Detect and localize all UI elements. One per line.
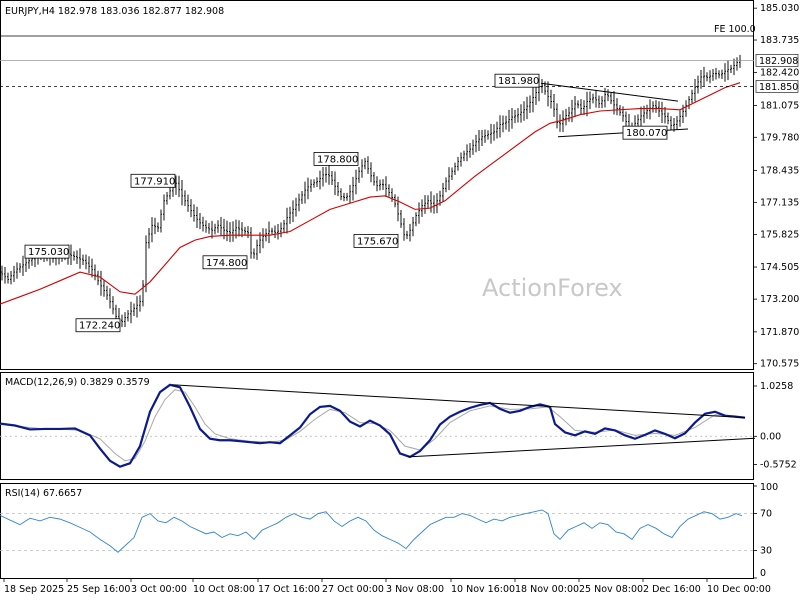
moving-average-line xyxy=(0,82,741,305)
watermark-text: ActionForex xyxy=(482,274,623,302)
macd-signal-line xyxy=(0,389,746,462)
price-y-tick-label: 185.030 xyxy=(760,3,799,14)
price-y-tick-label: 183.735 xyxy=(760,35,799,46)
current-price-tag-box xyxy=(755,54,799,67)
macd-y-tick-label: 1.0258 xyxy=(760,381,793,392)
price-annotation-label: 172.240 xyxy=(79,321,120,332)
price-y-tick-label: 181.075 xyxy=(760,100,799,111)
x-tick-label: 18 Nov 00:00 xyxy=(515,584,579,595)
rsi-y-tick-label: 100 xyxy=(760,482,778,493)
price-panel: FE 100.0 175.030 177.910 172.240 174.800 178.… xyxy=(0,24,756,333)
price-annotation-label: 180.070 xyxy=(626,128,667,139)
x-tick-label: 17 Oct 16:00 xyxy=(258,584,320,595)
price-header: EURJPY,H4 182.978 183.036 182.877 182.90… xyxy=(5,6,224,17)
price-annotation-label: 178.800 xyxy=(317,154,358,165)
price-annotation-box xyxy=(494,73,540,88)
price-annotation-box xyxy=(75,318,121,333)
macd-y-tick-label: -0.5752 xyxy=(760,460,797,471)
support-price-tag-label: 181.850 xyxy=(759,82,798,93)
price-y-tick-label: 171.870 xyxy=(760,327,799,338)
macd-y-tick-label: 0.00 xyxy=(760,431,781,442)
triangle-upper-trendline xyxy=(540,82,679,102)
x-tick-label: 10 Nov 16:00 xyxy=(451,584,515,595)
x-tick-label: 27 Oct 00:00 xyxy=(322,584,384,595)
macd-lower-trendline xyxy=(407,437,756,458)
rsi-panel xyxy=(0,509,754,553)
x-tick-label: 10 Oct 08:00 xyxy=(193,584,255,595)
price-y-tick-label: 175.825 xyxy=(760,230,799,241)
price-annotation-box xyxy=(353,233,399,248)
macd-upper-trendline xyxy=(171,384,746,419)
macd-line xyxy=(0,383,746,468)
price-annotation-label: 175.670 xyxy=(357,236,398,247)
support-price-tag-box xyxy=(755,80,799,93)
price-y-tick-label: 179.780 xyxy=(760,132,799,143)
price-annotation-label: 177.910 xyxy=(134,176,175,187)
price-y-tick-label: 178.435 xyxy=(760,165,799,176)
fe-level-label: FE 100.0 xyxy=(714,24,756,35)
x-tick-label: 25 Nov 08:00 xyxy=(579,584,643,595)
price-y-tick-label: 177.135 xyxy=(760,197,799,208)
rsi-y-tick-label: 0 xyxy=(760,568,766,579)
macd-header: MACD(12,26,9) 0.3829 0.3579 xyxy=(5,377,150,388)
axes: 185.030 183.735 182.420 181.075 179.780 178.4… xyxy=(3,3,799,595)
price-annotation-box xyxy=(202,255,248,270)
x-tick-label: 25 Sep 16:00 xyxy=(67,584,130,595)
price-y-tick-label: 173.200 xyxy=(760,294,799,305)
price-annotation-label: 174.800 xyxy=(206,258,247,269)
rsi-line xyxy=(0,509,743,553)
price-y-tick-label: 182.420 xyxy=(760,67,799,78)
x-tick-label: 2 Dec 16:00 xyxy=(643,584,701,595)
x-tick-label: 10 Dec 00:00 xyxy=(707,584,771,595)
price-panel-frame xyxy=(0,0,754,370)
rsi-panel-frame xyxy=(0,483,754,579)
x-tick-label: 3 Nov 08:00 xyxy=(386,584,444,595)
price-y-tick-label: 170.575 xyxy=(760,359,799,370)
price-annotation-box xyxy=(130,173,176,188)
rsi-y-tick-label: 30 xyxy=(760,545,772,556)
x-tick-label: 3 Oct 00:00 xyxy=(131,584,187,595)
rsi-y-tick-label: 70 xyxy=(760,509,772,520)
price-annotation-box xyxy=(24,244,70,259)
macd-panel-frame xyxy=(0,372,754,480)
price-y-tick-label: 174.505 xyxy=(760,262,799,273)
macd-panel xyxy=(0,383,756,468)
price-annotation-box xyxy=(313,152,359,166)
price-annotation-box xyxy=(622,125,668,140)
current-price-tag-label: 182.908 xyxy=(759,56,798,67)
rsi-header: RSI(14) 67.6657 xyxy=(5,488,82,499)
x-tick-label: 18 Sep 2025 xyxy=(4,584,64,595)
price-annotation-label: 181.980 xyxy=(498,76,539,87)
price-annotation-label: 175.030 xyxy=(28,247,69,258)
